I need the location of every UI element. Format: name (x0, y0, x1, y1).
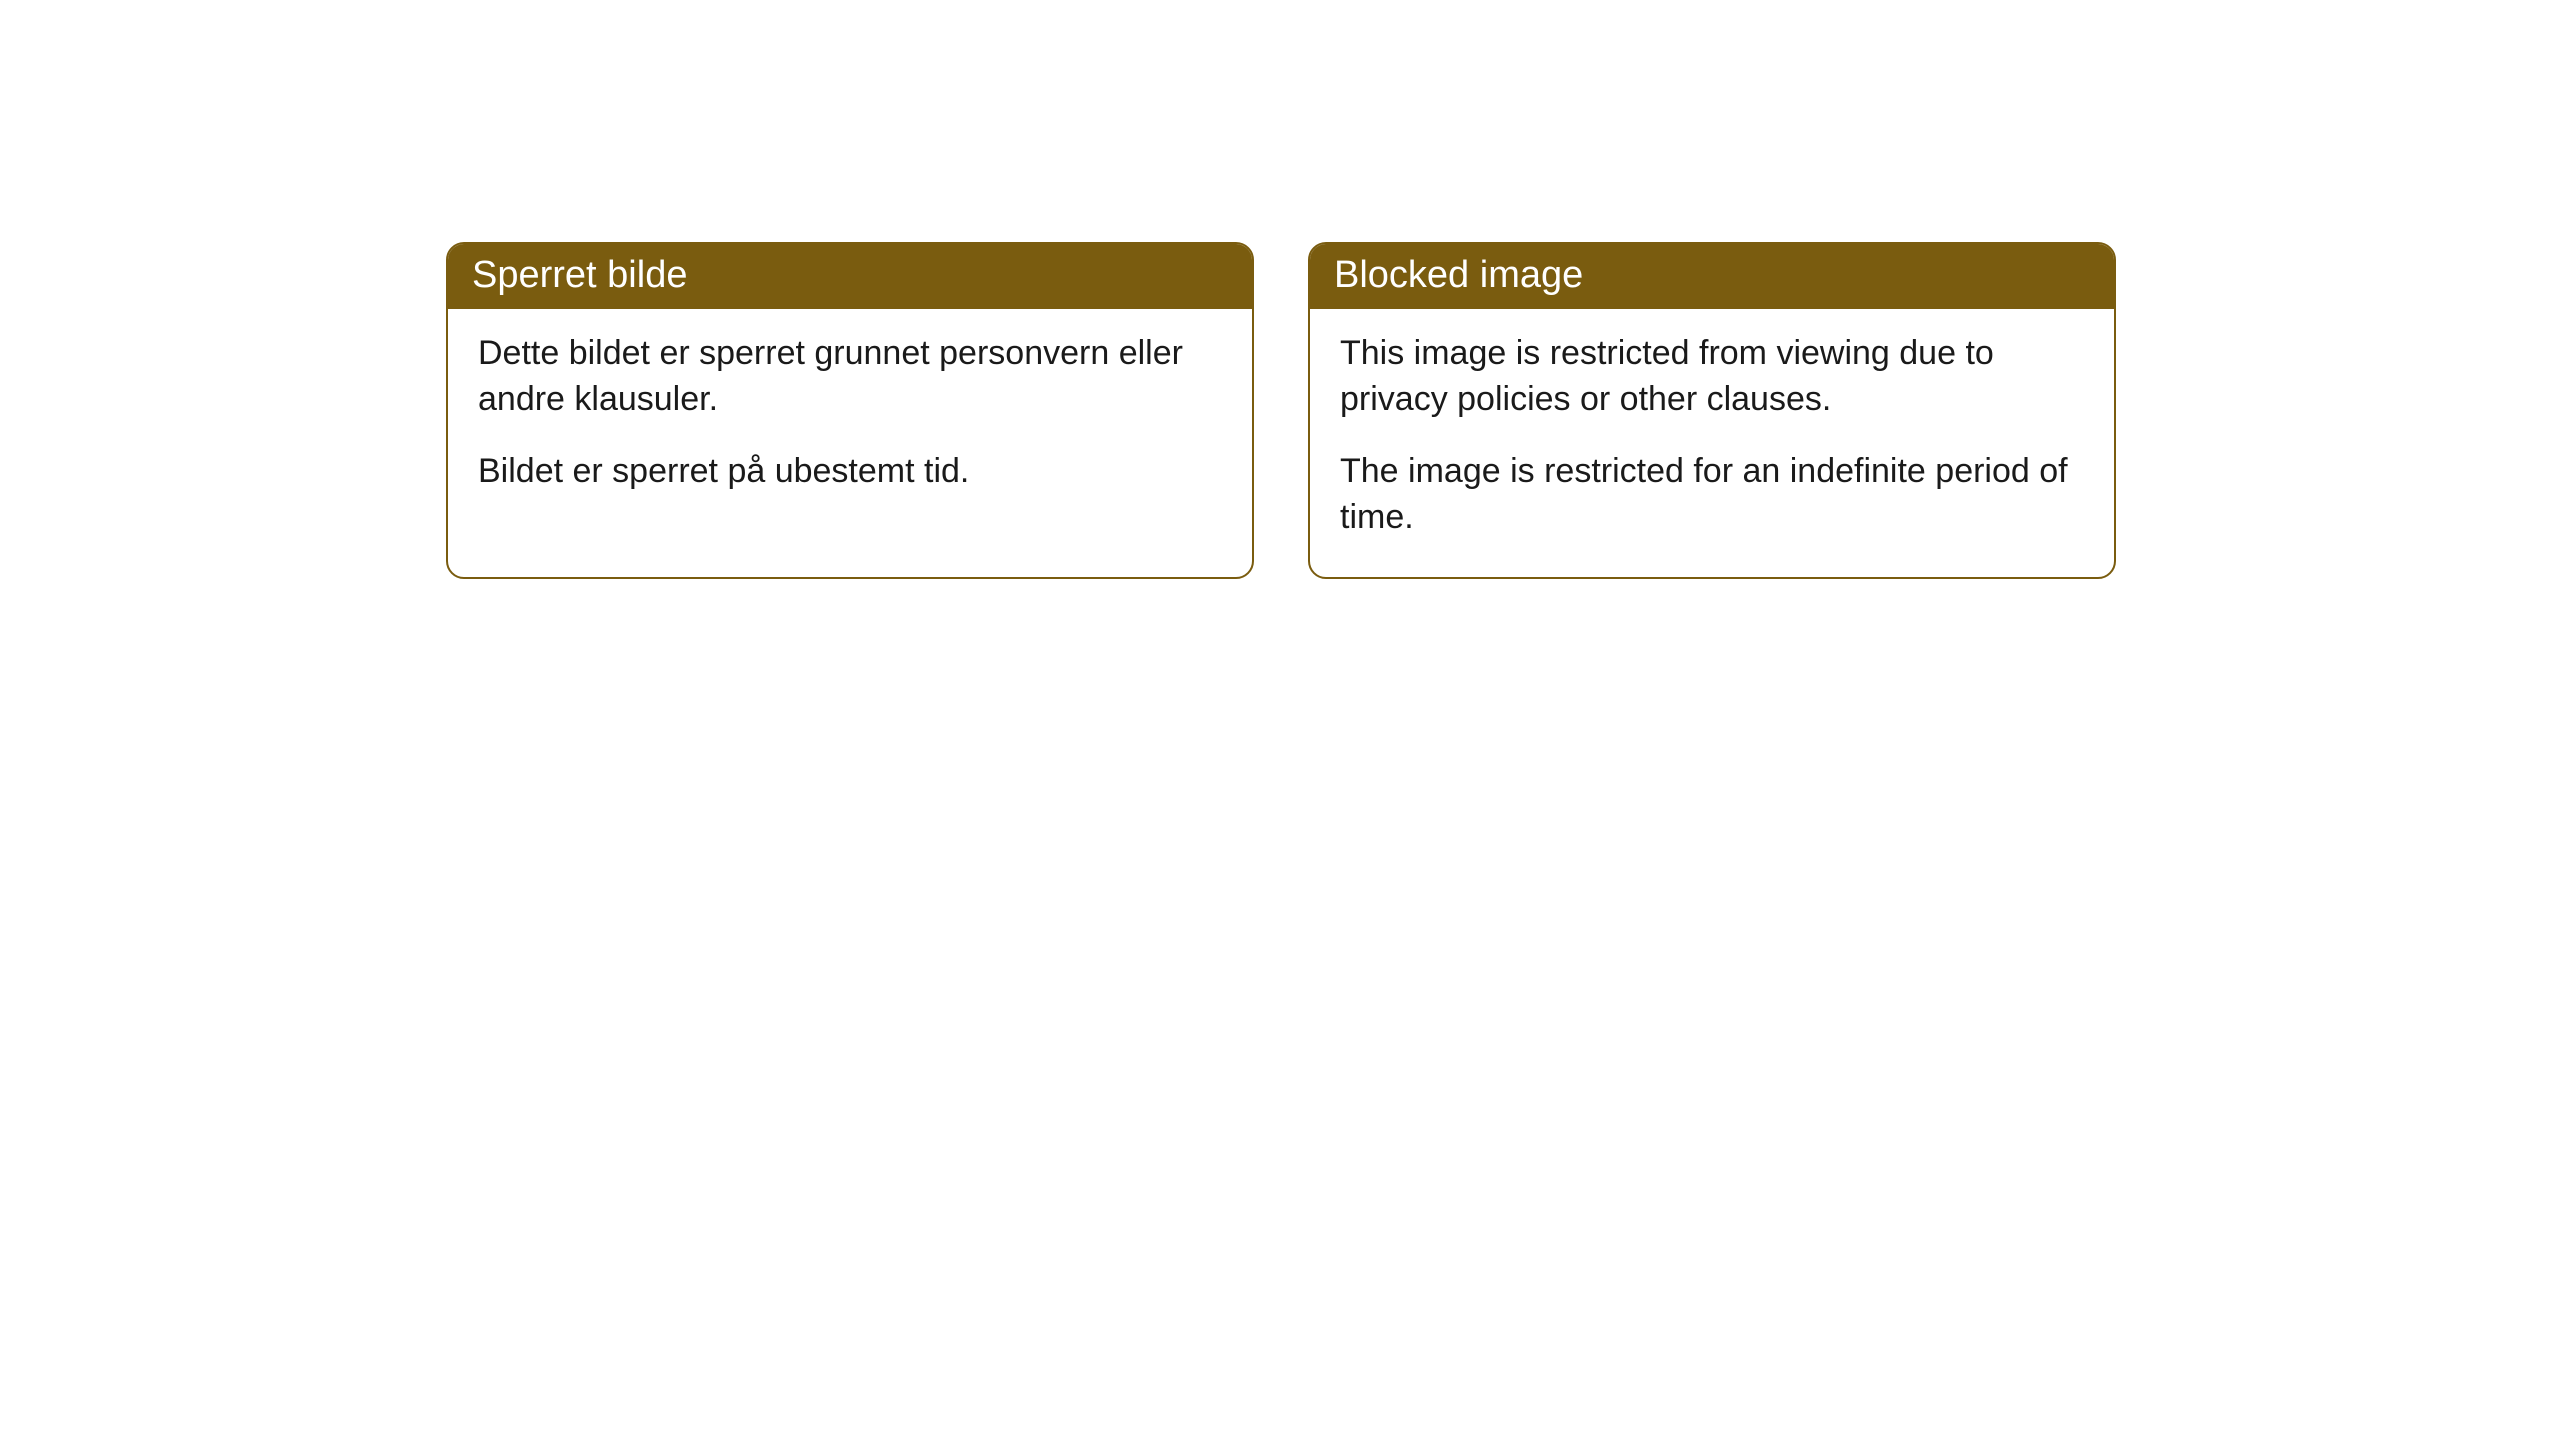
notice-text-no-line1: Dette bildet er sperret grunnet personve… (478, 331, 1222, 423)
blocked-notice-card-norwegian: Sperret bilde Dette bildet er sperret gr… (446, 242, 1254, 579)
blocked-notice-card-english: Blocked image This image is restricted f… (1308, 242, 2116, 579)
blocked-image-notice-container: Sperret bilde Dette bildet er sperret gr… (446, 242, 2116, 579)
notice-text-en-line1: This image is restricted from viewing du… (1340, 331, 2084, 423)
notice-text-en-line2: The image is restricted for an indefinit… (1340, 449, 2084, 541)
card-body-english: This image is restricted from viewing du… (1310, 309, 2114, 577)
card-body-norwegian: Dette bildet er sperret grunnet personve… (448, 309, 1252, 531)
notice-text-no-line2: Bildet er sperret på ubestemt tid. (478, 449, 1222, 495)
card-header-english: Blocked image (1310, 244, 2114, 309)
card-header-norwegian: Sperret bilde (448, 244, 1252, 309)
